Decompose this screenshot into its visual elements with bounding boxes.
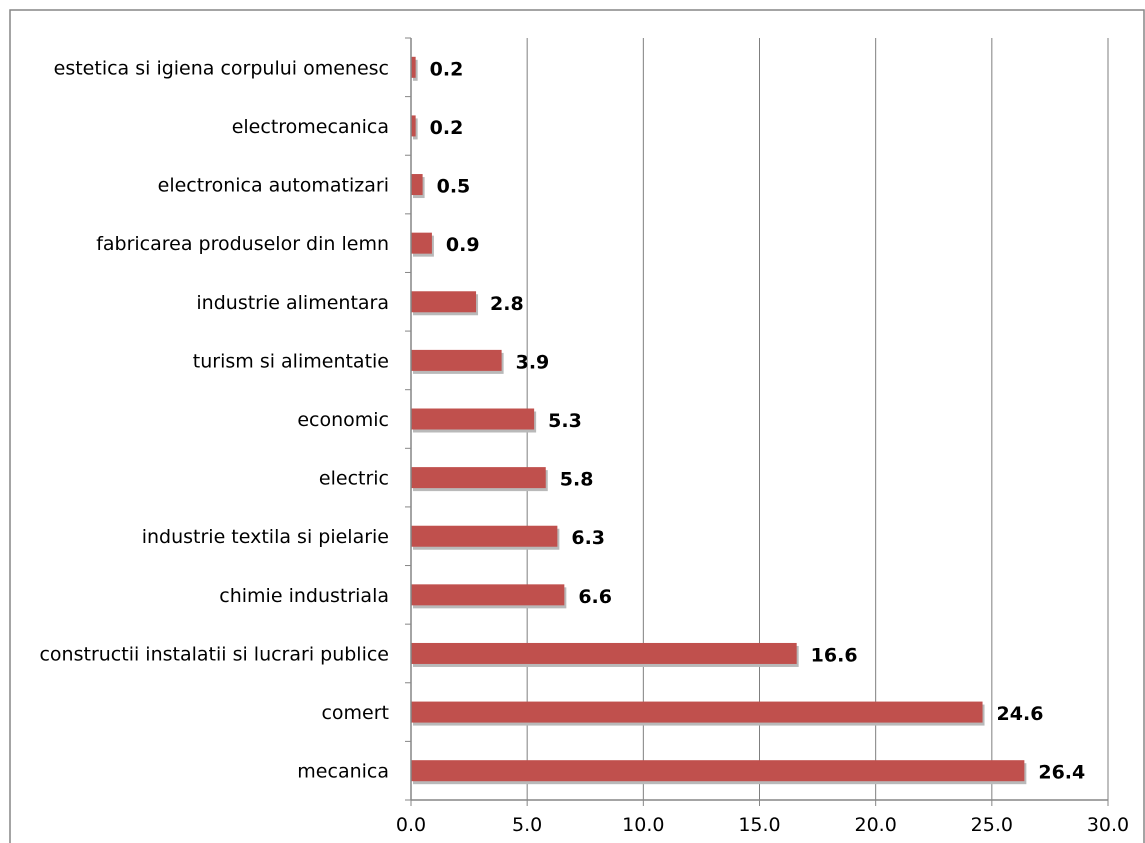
category-label: constructii instalatii si lucrari public… bbox=[39, 643, 389, 665]
bar bbox=[411, 467, 546, 489]
x-tick-label: 20.0 bbox=[855, 814, 897, 836]
tick-labels: 0.0 5.0 10.0 15.0 20.0 25.0 30.0 bbox=[396, 814, 1129, 836]
category-label: estetica si igiena corpului omenesc bbox=[54, 57, 389, 79]
data-label: 5.3 bbox=[548, 410, 582, 432]
bar bbox=[411, 115, 416, 137]
category-label: chimie industriala bbox=[219, 585, 389, 607]
x-tick-label: 30.0 bbox=[1087, 814, 1129, 836]
x-tick-label: 15.0 bbox=[738, 814, 780, 836]
x-tick-label: 5.0 bbox=[512, 814, 542, 836]
bar bbox=[411, 408, 535, 430]
category-label: mecanica bbox=[297, 761, 389, 783]
data-labels: 0.2 0.2 0.5 0.9 2.8 3.9 5.3 5.8 6.3 6.6 16.6 24.6 26… bbox=[430, 58, 1086, 783]
bar bbox=[411, 56, 416, 78]
bar bbox=[411, 291, 477, 313]
category-label: turism si alimentatie bbox=[193, 350, 389, 372]
x-tick-label: 0.0 bbox=[396, 814, 426, 836]
category-labels: estetica si igiena corpului omenesc elect… bbox=[39, 57, 389, 782]
axes bbox=[405, 37, 1109, 806]
category-label: industrie textila si pielarie bbox=[142, 526, 389, 548]
bar bbox=[411, 642, 797, 664]
bar bbox=[411, 174, 423, 196]
category-label: electric bbox=[319, 468, 389, 490]
data-label: 0.2 bbox=[430, 117, 464, 139]
bar bbox=[411, 525, 558, 547]
category-label: electromecanica bbox=[232, 116, 389, 138]
bar bbox=[411, 584, 565, 606]
category-label: economic bbox=[297, 409, 389, 431]
category-label: fabricarea produselor din lemn bbox=[96, 233, 389, 255]
category-label: electronica automatizari bbox=[158, 175, 389, 197]
bar bbox=[411, 232, 432, 254]
data-label: 0.2 bbox=[430, 58, 464, 80]
data-label: 0.9 bbox=[446, 234, 480, 256]
data-label: 24.6 bbox=[997, 703, 1044, 725]
category-label: comert bbox=[321, 702, 389, 724]
x-tick-label: 10.0 bbox=[622, 814, 664, 836]
bar bbox=[411, 760, 1025, 782]
bar bbox=[411, 701, 983, 723]
data-label: 16.6 bbox=[811, 644, 858, 666]
data-label: 2.8 bbox=[490, 293, 524, 315]
data-label: 0.5 bbox=[437, 176, 471, 198]
data-label: 26.4 bbox=[1038, 762, 1085, 784]
x-tick-label: 25.0 bbox=[971, 814, 1013, 836]
data-label: 3.9 bbox=[516, 351, 550, 373]
data-label: 5.8 bbox=[560, 469, 594, 491]
data-label: 6.3 bbox=[571, 527, 605, 549]
bars bbox=[411, 56, 1027, 785]
bar bbox=[411, 349, 502, 371]
category-label: industrie alimentara bbox=[196, 292, 389, 314]
data-label: 6.6 bbox=[578, 586, 612, 608]
